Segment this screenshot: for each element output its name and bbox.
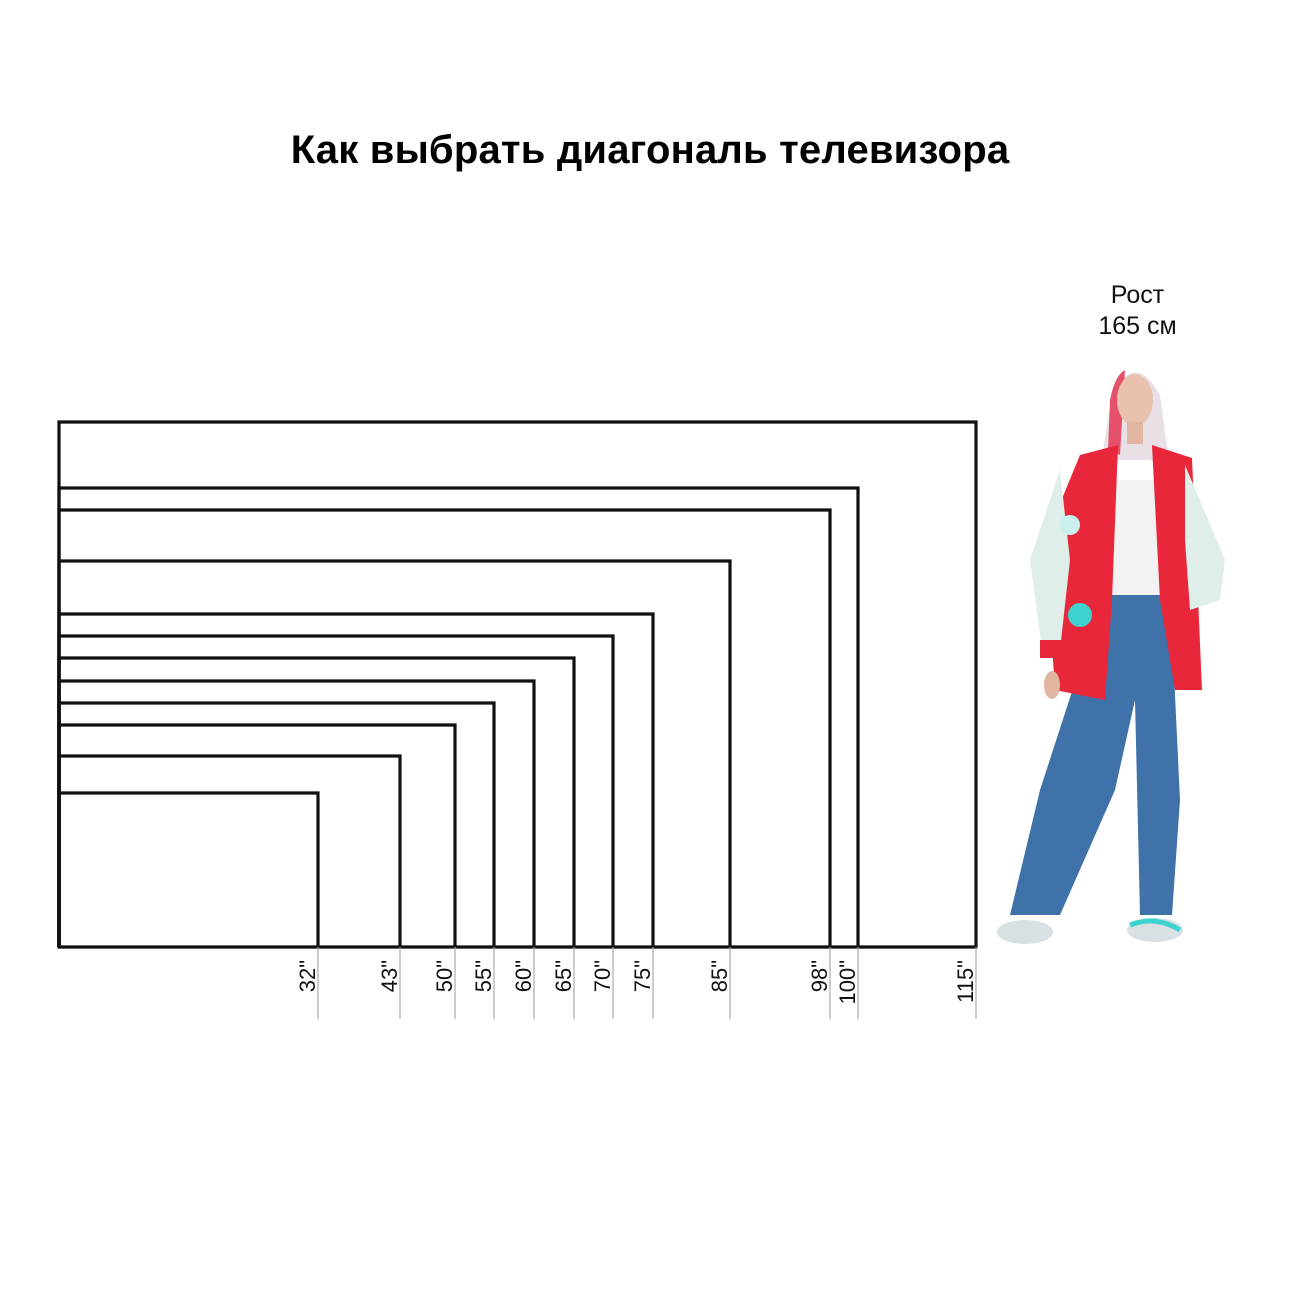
size-label-115: 115" [953,960,978,1003]
size-label-100: 100" [835,960,860,1005]
person-illustration [997,370,1225,944]
height-label-line2: 165 см [1098,312,1177,340]
page-title: Как выбрать диагональ телевизора [290,128,1010,172]
size-labels: 115" 100"98" 85" 75" 70" 65" 60" 55" 50" 43" 32" [295,947,978,1019]
size-label-43: 43" [377,960,402,992]
tv-outline-75 [57,612,655,947]
white-top [1112,480,1160,595]
tv-outline-55 [57,701,496,947]
tv-outline-85 [57,559,732,947]
right-sleeve [1185,465,1225,610]
size-label-65: 65" [551,960,576,992]
size-label-98: 98" [807,960,832,992]
size-label-75: 75" [630,960,655,992]
left-sleeve [1030,470,1070,650]
neck [1127,422,1143,444]
tv-outline-60 [57,679,536,947]
tv-outline-32 [57,791,320,947]
size-label-70: 70" [590,960,615,992]
left-hand [1044,671,1060,699]
person-height-label: Рост 165 см [1090,280,1185,342]
height-label-line1: Рост [1110,281,1165,309]
left-shoe [997,920,1053,944]
shoe-accent [1129,918,1182,933]
size-label-60: 60" [511,960,536,992]
size-label-50: 50" [432,960,457,992]
patch-star [1068,603,1092,627]
tv-outline-43 [57,754,402,947]
tv-outlines [57,420,978,949]
tv-outline-50 [57,723,457,947]
tv-outline-100 [57,486,860,947]
size-label-32: 32" [295,960,320,992]
face [1117,374,1153,426]
jeans [1010,590,1180,915]
tv-outline-98 [57,508,832,947]
tv-outline-115 [57,420,978,947]
left-cuff [1040,640,1062,658]
patch-cloud [1060,515,1080,535]
size-label-55: 55" [471,960,496,992]
size-label-85: 85" [707,960,732,992]
